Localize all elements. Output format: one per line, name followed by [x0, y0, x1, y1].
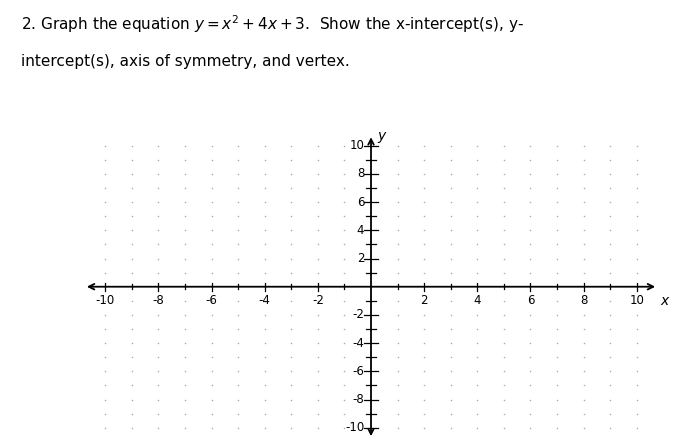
Text: 10: 10: [349, 139, 365, 152]
Text: -2: -2: [312, 294, 324, 307]
Text: 2: 2: [357, 252, 365, 265]
Text: 2: 2: [421, 294, 428, 307]
Text: 2. Graph the equation $y = x^2 + 4x + 3$.  Show the x-intercept(s), y-: 2. Graph the equation $y = x^2 + 4x + 3$…: [21, 13, 524, 35]
Text: x: x: [661, 294, 669, 309]
Text: -10: -10: [345, 421, 365, 434]
Text: intercept(s), axis of symmetry, and vertex.: intercept(s), axis of symmetry, and vert…: [21, 54, 350, 69]
Text: -4: -4: [259, 294, 271, 307]
Text: -8: -8: [353, 393, 365, 406]
Text: 10: 10: [629, 294, 644, 307]
Text: 6: 6: [357, 196, 365, 209]
Text: -6: -6: [206, 294, 218, 307]
Text: -2: -2: [353, 308, 365, 321]
Text: 4: 4: [473, 294, 481, 307]
Text: 6: 6: [526, 294, 534, 307]
Text: -4: -4: [353, 336, 365, 349]
Text: 4: 4: [357, 224, 365, 237]
Text: 8: 8: [580, 294, 587, 307]
Text: y: y: [377, 129, 386, 143]
Text: -6: -6: [353, 365, 365, 378]
Text: -10: -10: [96, 294, 115, 307]
Text: -8: -8: [153, 294, 164, 307]
Text: 8: 8: [357, 168, 365, 181]
